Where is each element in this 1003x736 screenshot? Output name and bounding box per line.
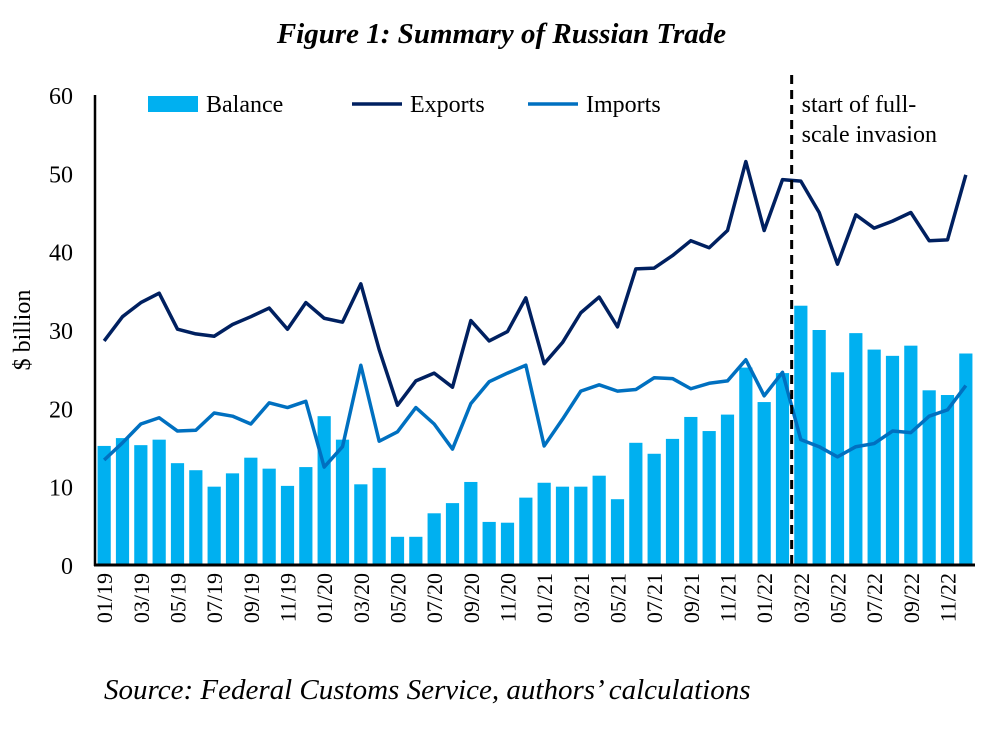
- balance-bar: [152, 439, 166, 565]
- balance-bar: [537, 482, 551, 565]
- balance-bar: [684, 416, 698, 565]
- balance-bar: [354, 484, 368, 565]
- x-tick-label: 05/21: [606, 573, 631, 623]
- balance-bar: [409, 536, 423, 565]
- balance-bar: [390, 536, 405, 565]
- y-tick-label: 0: [61, 554, 73, 580]
- legend-label-balance: Balance: [206, 92, 283, 118]
- balance-bar: [720, 414, 735, 565]
- balance-bar: [775, 373, 790, 565]
- balance-bar: [940, 395, 955, 565]
- balance-bar: [574, 486, 588, 565]
- balance-bar: [262, 468, 276, 565]
- balance-bar: [207, 486, 221, 565]
- balance-bar: [830, 372, 845, 565]
- balance-bar: [115, 438, 130, 565]
- imports-line: [102, 358, 968, 469]
- balance-bar: [97, 445, 111, 565]
- y-tick-label: 10: [49, 476, 73, 502]
- balance-bar: [592, 475, 606, 565]
- balance-bar: [867, 349, 881, 565]
- balance-bar: [317, 416, 331, 565]
- legend-label-imports: Imports: [586, 92, 661, 118]
- chart-title: Figure 1: Summary of Russian Trade: [276, 18, 727, 50]
- balance-bar: [500, 522, 515, 565]
- balance-bar: [189, 470, 203, 565]
- balance-bar: [610, 499, 625, 565]
- balance-bar: [519, 497, 533, 565]
- x-tick-label: 09/22: [899, 573, 924, 623]
- x-tick-label: 09/20: [459, 573, 484, 623]
- balance-bar: [244, 457, 258, 565]
- balance-bar: [904, 345, 918, 565]
- balance-bar: [445, 503, 460, 565]
- y-tick-label: 60: [49, 84, 73, 110]
- balance-bar: [922, 390, 936, 565]
- balance-bar: [757, 402, 771, 565]
- x-tick-label: 09/19: [239, 573, 264, 623]
- x-tick-label: 11/22: [936, 573, 961, 622]
- x-tick-label: 07/21: [642, 573, 667, 623]
- balance-bar: [335, 439, 350, 565]
- exports-line: [102, 159, 968, 407]
- balance-bar: [959, 353, 973, 565]
- balance-bar: [372, 467, 386, 565]
- balance-bar: [702, 431, 716, 565]
- balance-bar: [629, 442, 643, 565]
- x-tick-label: 01/19: [92, 573, 117, 623]
- invasion-annotation: scale invasion: [802, 122, 937, 148]
- x-tick-label: 05/22: [826, 573, 851, 623]
- y-axis-label: $ billion: [10, 290, 36, 371]
- x-tick-label: 07/22: [862, 573, 887, 623]
- x-tick-label: 05/20: [386, 573, 411, 623]
- balance-bar: [739, 367, 753, 565]
- balance-bar: [647, 453, 661, 565]
- x-tick-label: 11/20: [496, 573, 521, 622]
- x-tick-label: 07/20: [422, 573, 447, 623]
- x-tick-label: 01/21: [532, 573, 557, 623]
- balance-bar: [885, 355, 900, 565]
- balance-bar: [427, 513, 441, 565]
- x-tick-label: 03/19: [129, 573, 154, 623]
- balance-bar: [299, 467, 313, 565]
- x-tick-label: 03/21: [569, 573, 594, 623]
- balance-bar: [849, 333, 863, 565]
- y-tick-label: 40: [49, 241, 73, 267]
- x-tick-label: 11/21: [716, 573, 741, 622]
- x-tick-label: 01/22: [752, 573, 777, 623]
- y-tick-label: 50: [49, 162, 73, 188]
- x-tick-label: 05/19: [166, 573, 191, 623]
- x-tick-label: 07/19: [202, 573, 227, 623]
- chart-source: Source: Federal Customs Service, authors…: [104, 674, 751, 706]
- x-tick-label: 01/20: [312, 573, 337, 623]
- legend-label-exports: Exports: [410, 92, 485, 118]
- x-tick-label: 09/21: [679, 573, 704, 623]
- balance-bar: [665, 438, 680, 565]
- balance-bar: [134, 445, 148, 565]
- balance-bar: [170, 463, 185, 565]
- balance-bar: [464, 481, 478, 565]
- balance-bar: [482, 521, 496, 565]
- legend-swatch-balance: [148, 96, 198, 112]
- x-tick-label: 03/22: [789, 573, 814, 623]
- x-tick-label: 03/20: [349, 573, 374, 623]
- y-tick-label: 30: [49, 319, 73, 345]
- x-tick-label: 11/19: [276, 573, 301, 622]
- balance-bar: [555, 486, 570, 565]
- balance-bar: [280, 485, 295, 565]
- y-tick-label: 20: [49, 397, 73, 423]
- invasion-annotation: start of full-: [802, 92, 917, 118]
- balance-bar: [225, 473, 240, 565]
